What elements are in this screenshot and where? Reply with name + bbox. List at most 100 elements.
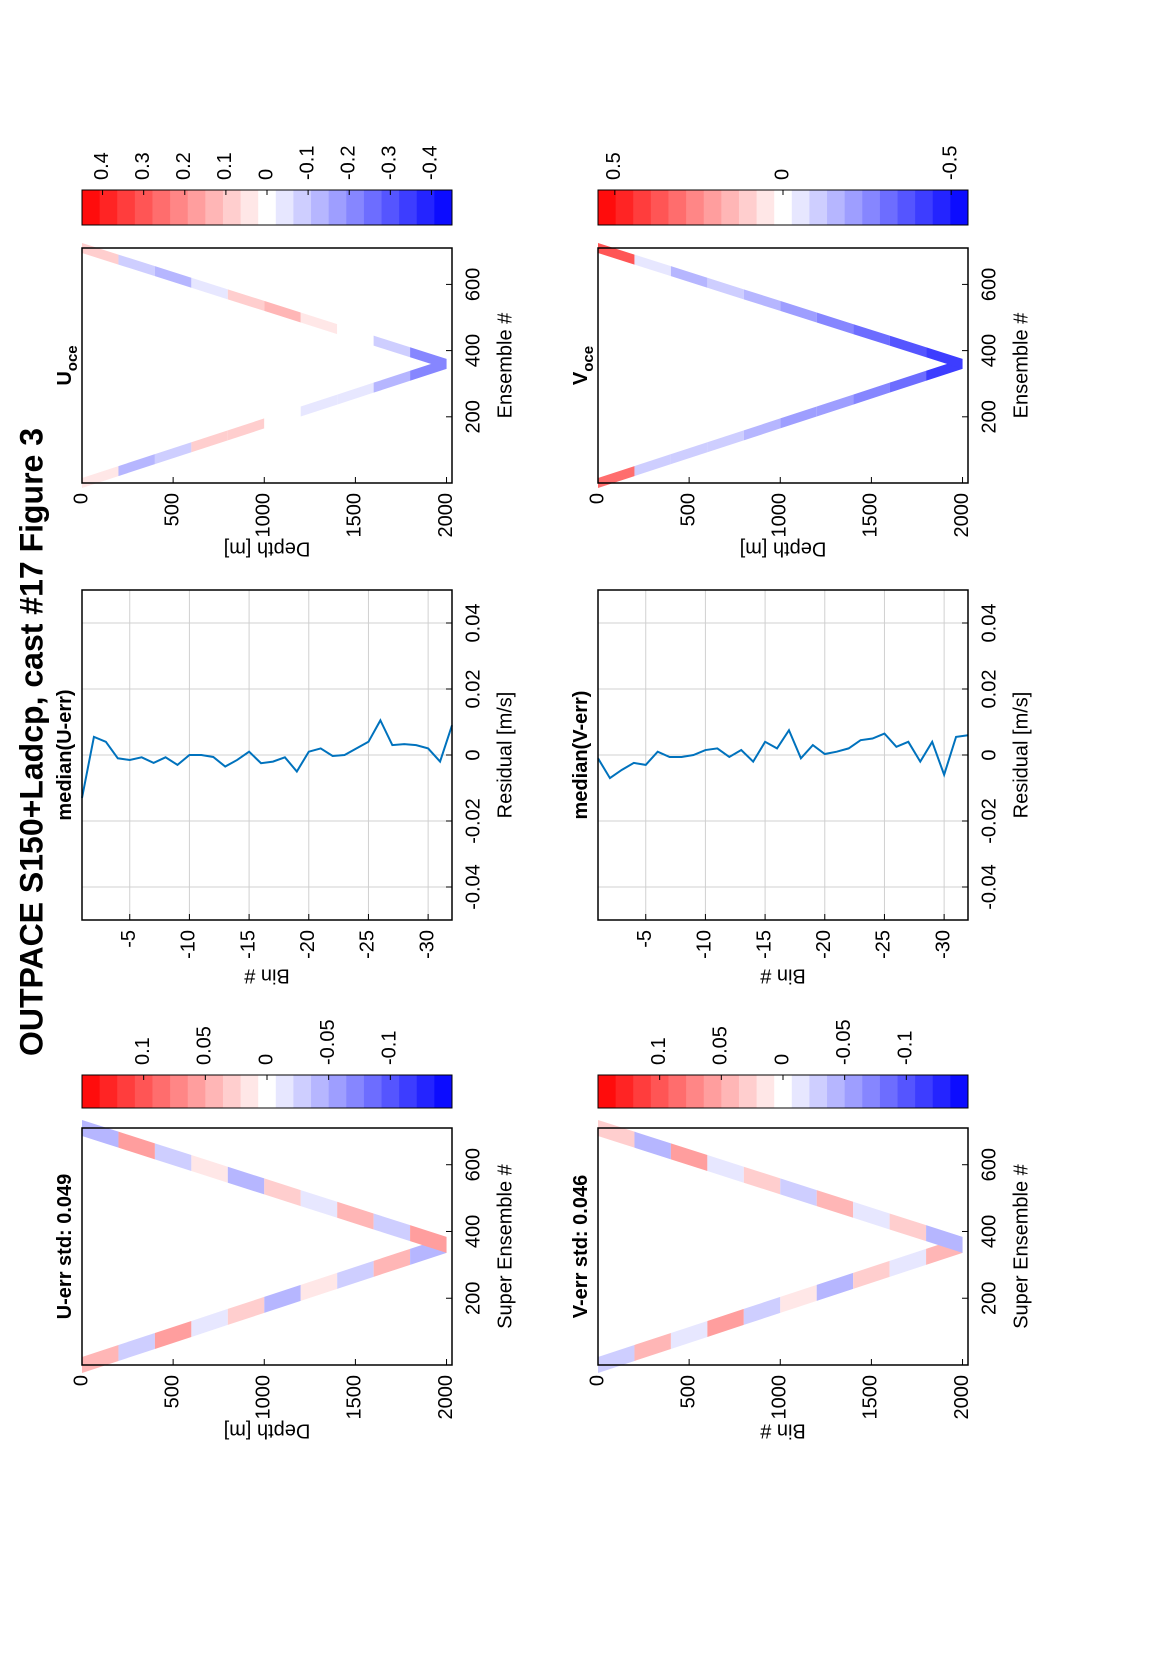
y-tick-label: 2000 xyxy=(951,493,973,538)
x-tick-label: 0.04 xyxy=(978,604,1000,643)
panel-title-main: U xyxy=(54,371,76,385)
colorbar-step xyxy=(686,190,705,225)
colorbar-step xyxy=(668,1075,687,1108)
y-tick-label: 500 xyxy=(677,1375,699,1408)
panel-title: median(V-err) xyxy=(570,691,592,820)
heatmap-cell xyxy=(82,1344,119,1373)
heatmap-cell xyxy=(853,1201,890,1230)
colorbar-step xyxy=(381,1075,400,1108)
x-tick-label: 600 xyxy=(978,1148,1000,1181)
colorbar-step xyxy=(134,190,153,225)
colorbar-step xyxy=(650,190,669,225)
heatmap-cell xyxy=(264,406,301,429)
heatmap-cell xyxy=(743,418,781,441)
heatmap-cell xyxy=(889,370,927,393)
line-series xyxy=(81,718,453,799)
heatmap-cell xyxy=(926,1225,963,1253)
colorbar-step xyxy=(346,190,365,225)
colorbar-tick-label: 0.1 xyxy=(132,1037,154,1065)
y-tick-label: -30 xyxy=(932,930,954,959)
heatmap-cell xyxy=(154,1143,192,1172)
x-tick-label: -0.04 xyxy=(978,864,1000,910)
heatmap-cell xyxy=(154,266,192,288)
heatmap-cell xyxy=(118,1131,155,1160)
y-tick-label: 500 xyxy=(161,1375,183,1408)
x-tick-label: 200 xyxy=(978,1282,1000,1315)
heatmap-cell xyxy=(191,1308,228,1337)
colorbar-step xyxy=(346,1075,365,1108)
colorbar-tick-label: 0 xyxy=(255,169,277,180)
colorbar-step xyxy=(598,1075,617,1108)
colorbar-step xyxy=(275,1075,294,1108)
colorbar-step xyxy=(932,1075,951,1108)
colorbar-step xyxy=(950,190,969,225)
colorbar-tick-label: -0.1 xyxy=(296,146,318,180)
colorbar-tick-label: -0.1 xyxy=(895,1031,917,1065)
colorbar-step xyxy=(205,190,224,225)
x-tick-label: 600 xyxy=(978,268,1000,301)
heatmap-cell xyxy=(889,1248,927,1277)
colorbar-step xyxy=(862,1075,881,1108)
colorbar-step xyxy=(738,1075,758,1108)
heatmap-cell xyxy=(300,1272,338,1301)
colorbar-step xyxy=(703,1075,722,1108)
colorbar-step xyxy=(152,190,171,225)
y-tick-label: -25 xyxy=(873,930,895,959)
colorbar-step xyxy=(774,190,793,225)
heatmap-cell xyxy=(743,1166,781,1195)
y-tick-label: -10 xyxy=(178,930,200,959)
colorbar-step xyxy=(275,190,294,225)
colorbar-step xyxy=(399,1075,418,1108)
heatmap-cell xyxy=(337,1260,374,1289)
heatmap-cell xyxy=(300,1190,338,1218)
heatmap-cell xyxy=(118,454,155,477)
y-axis-label: Bin # xyxy=(759,1420,805,1442)
y-tick-label: 1000 xyxy=(769,1375,791,1420)
heatmap-cell xyxy=(634,1131,671,1160)
colorbar-tick-label: -0.05 xyxy=(317,1019,339,1065)
colorbar-step xyxy=(879,1075,899,1108)
colorbar-step xyxy=(668,190,687,225)
panel-title-main: V-err std: 0.046 xyxy=(570,1175,592,1318)
panel-title: Uoce xyxy=(54,345,81,385)
panel-title: Voce xyxy=(570,346,597,385)
heatmap-cell xyxy=(780,406,817,429)
heatmap-cell xyxy=(743,1296,781,1325)
colorbar-step xyxy=(650,1075,669,1108)
axes-frame xyxy=(81,247,453,484)
y-tick-label: 1500 xyxy=(860,1375,882,1420)
heatmap-cell xyxy=(598,243,635,265)
heatmap-cell xyxy=(780,1284,817,1313)
heatmap-cell xyxy=(373,335,411,358)
y-tick-label: -15 xyxy=(237,930,259,959)
colorbar-step xyxy=(416,1075,435,1108)
colorbar-step xyxy=(363,1075,383,1108)
heatmap-cell xyxy=(816,1190,854,1218)
heatmap-cell xyxy=(300,312,338,335)
colorbar-step xyxy=(434,190,453,225)
colorbar-step xyxy=(756,190,775,225)
heatmap-cell xyxy=(634,454,671,477)
heatmap-cell xyxy=(337,324,374,346)
y-tick-label: 1000 xyxy=(253,493,275,538)
y-tick-label: 1500 xyxy=(860,493,882,538)
heatmap-cell xyxy=(598,1344,635,1373)
heatmap-cell xyxy=(670,1143,708,1172)
colorbar-step xyxy=(615,190,634,225)
y-axis-label: Depth [m] xyxy=(224,538,311,560)
heatmap-cell xyxy=(373,370,411,393)
heatmap-cell xyxy=(191,1155,228,1183)
heatmap-cell xyxy=(670,266,708,288)
heatmap-cell xyxy=(154,442,192,465)
colorbar-tick-label: 0 xyxy=(771,1054,793,1065)
panel-title-subscript: oce xyxy=(580,346,597,372)
colorbar-step xyxy=(598,190,617,225)
x-axis-label: Residual [m/s] xyxy=(494,692,516,819)
heatmap-cell xyxy=(373,1248,411,1277)
x-axis-label: Residual [m/s] xyxy=(1010,692,1032,819)
colorbar-step xyxy=(99,190,118,225)
colorbar-step xyxy=(809,1075,828,1108)
colorbar-step xyxy=(170,1075,189,1108)
colorbar-step xyxy=(240,190,259,225)
